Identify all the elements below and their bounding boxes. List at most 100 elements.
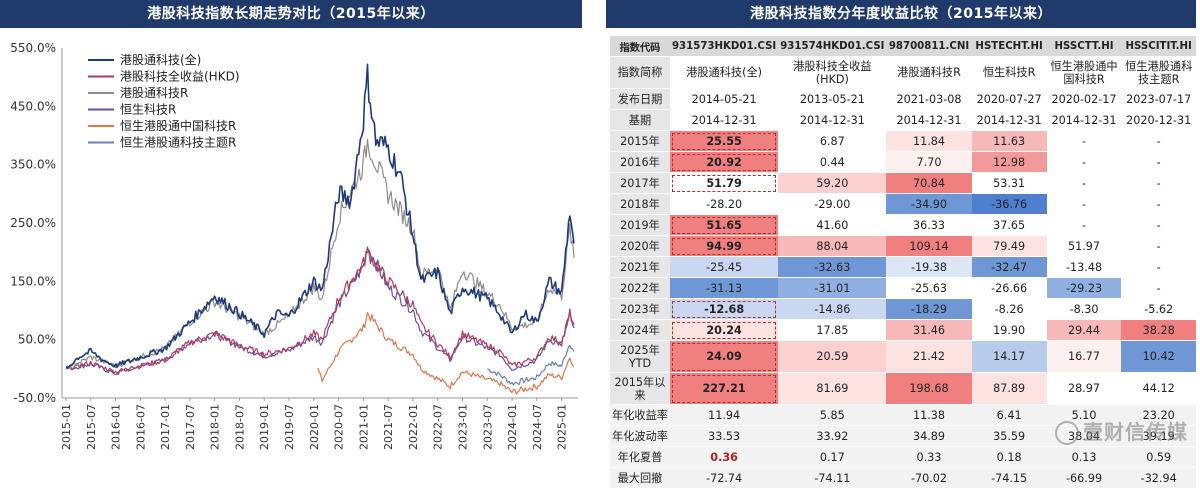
table-cell: 33.53 [669,425,779,447]
table-cell: 19.90 [971,319,1047,341]
legend-label: 恒生港股通科技主题R [120,136,236,150]
table-cell: - [1046,151,1122,173]
x-tick-label: 2019-01 [258,404,271,450]
table-cell: -70.02 [886,467,972,489]
x-tick-label: 2021-07 [382,404,395,450]
table-cell: 0.44 [778,151,887,173]
row-header: 指数代码 [610,36,670,57]
table-row: 指数简称 港股通科技(全) 港股科技全收益(HKD) 港股通科技R 恒生科技R 恒生港股通… [610,56,1196,89]
table-cell: -5.62 [1121,298,1196,320]
table-cell: 31.46 [886,319,972,341]
table-cell: 0.33 [886,446,972,468]
table-cell: 0.17 [778,446,887,468]
table-cell: - [1121,277,1196,299]
table-cell: -8.30 [1046,298,1122,320]
annual-returns-table: 指数代码 931573HKD01.CSI 931574HKD01.CSI 987008… [610,36,1196,489]
table-cell: 24.09 [669,340,779,373]
table-cell: 98700811.CNI [886,36,972,57]
table-cell: 港股科技全收益(HKD) [778,56,887,89]
table-cell: 2023-07-17 [1121,88,1196,110]
y-tick-label: 50.0% [18,333,56,347]
table-cell: 198.68 [886,372,972,405]
table-row: 年化波动率 33.53 33.92 34.89 35.59 38.04 39.19 [610,425,1196,447]
table-cell: 44.12 [1121,372,1196,405]
trend-chart-panel: 港股科技指数长期走势对比（2015年以来） -50.0% 50.0% 150.0% 2… [0,0,582,481]
table-cell: 6.87 [778,130,887,152]
table-cell: 12.98 [971,151,1047,173]
table-row: 基期 2014-12-31 2014-12-31 2014-12-31 2014-12-… [610,109,1196,131]
row-header: 2016年 [610,151,670,173]
x-tick-label: 2016-01 [110,404,123,450]
row-header: 2024年 [610,319,670,341]
table-cell: 2014-05-21 [669,88,779,110]
table-cell: 59.20 [778,172,887,194]
row-header: 年化收益率 [610,404,670,426]
table-cell: 23.20 [1121,404,1196,426]
table-cell: -13.48 [1046,256,1122,278]
table-cell: 2014-12-31 [669,109,779,131]
table-row: 2024年 20.24 17.85 31.46 19.90 29.44 38.28 [610,319,1196,341]
x-tick-label: 2018-07 [233,404,246,450]
table-cell: -74.11 [778,467,887,489]
table-cell: - [1121,214,1196,236]
table-cell: 17.85 [778,319,887,341]
x-tick-label: 2023-07 [481,404,494,450]
row-header: 年化波动率 [610,425,670,447]
table-cell: HSSCTT.HI [1046,36,1122,57]
table-cell: 87.89 [971,372,1047,405]
table-cell: 51.97 [1046,235,1122,257]
table-cell: 33.92 [778,425,887,447]
table-cell: 34.89 [886,425,972,447]
table-row: 2023年 -12.68 -14.86 -18.29 -8.26 -8.30 -5.62 [610,298,1196,320]
legend-label: 恒生港股通中国科技R [120,118,236,133]
y-tick-label: 550.0% [10,41,56,55]
table-cell: - [1046,130,1122,152]
table-cell: 2014-12-31 [1046,109,1122,131]
table-row: 2025年 YTD 24.09 20.59 21.42 14.17 16.77 10.42 [610,340,1196,373]
table-cell: 29.44 [1046,319,1122,341]
table-row: 2018年 -28.20 -29.00 -34.90 -36.76- - [610,193,1196,215]
table-cell: HSSCITIT.HI [1121,36,1196,57]
x-tick-label: 2024-07 [531,404,544,450]
series-line-2 [65,139,575,370]
table-row: 年化收益率 11.94 5.85 11.38 6.41 5.10 23.20 [610,404,1196,426]
table-row: 2015年以 来 227.21 81.69 198.68 87.89 28.97 44.12 [610,372,1196,405]
row-header: 指数简称 [610,56,670,89]
table-cell: 港股通科技R [886,56,972,89]
table-cell: - [1121,235,1196,257]
table-cell: 109.14 [886,235,972,257]
table-cell: - [1121,130,1196,152]
table-cell: 20.24 [669,319,779,341]
table-cell: 38.28 [1121,319,1196,341]
table-row: 2017年 51.79 59.20 70.84 53.31- - [610,172,1196,194]
table-cell: - [1121,193,1196,215]
x-tick-label: 2025-01 [556,404,569,450]
table-cell: 0.36 [669,446,779,468]
y-tick-label: 350.0% [10,158,56,172]
table-cell: -28.20 [669,193,779,215]
x-tick-label: 2022-07 [432,404,445,450]
table-cell: -25.45 [669,256,779,278]
table-cell: 0.59 [1121,446,1196,468]
row-header: 2025年 YTD [610,340,670,373]
table-cell: 227.21 [669,372,779,405]
table-cell: -74.15 [971,467,1047,489]
chart-title: 港股科技指数长期走势对比（2015年以来） [0,0,582,28]
table-cell: -8.26 [971,298,1047,320]
row-header: 基期 [610,109,670,131]
row-header: 2021年 [610,256,670,278]
row-header: 2017年 [610,172,670,194]
table-cell: HSTECHT.HI [971,36,1047,57]
table-row: 2021年 -25.45 -32.63 -19.38 -32.47 -13.48- [610,256,1196,278]
table-cell: -66.99 [1046,467,1122,489]
table-cell: -32.94 [1121,467,1196,489]
x-tick-label: 2016-07 [134,404,147,450]
legend-label: 港股科技全收益(HKD) [120,69,240,84]
table-row: 2020年 94.99 88.04 109.14 79.49 51.97- [610,235,1196,257]
series-line-5 [487,344,575,386]
table-cell: -31.01 [778,277,887,299]
watermark-icon [1055,421,1079,445]
table-cell: - [1046,172,1122,194]
row-header: 2020年 [610,235,670,257]
x-tick-label: 2018-01 [209,404,222,450]
